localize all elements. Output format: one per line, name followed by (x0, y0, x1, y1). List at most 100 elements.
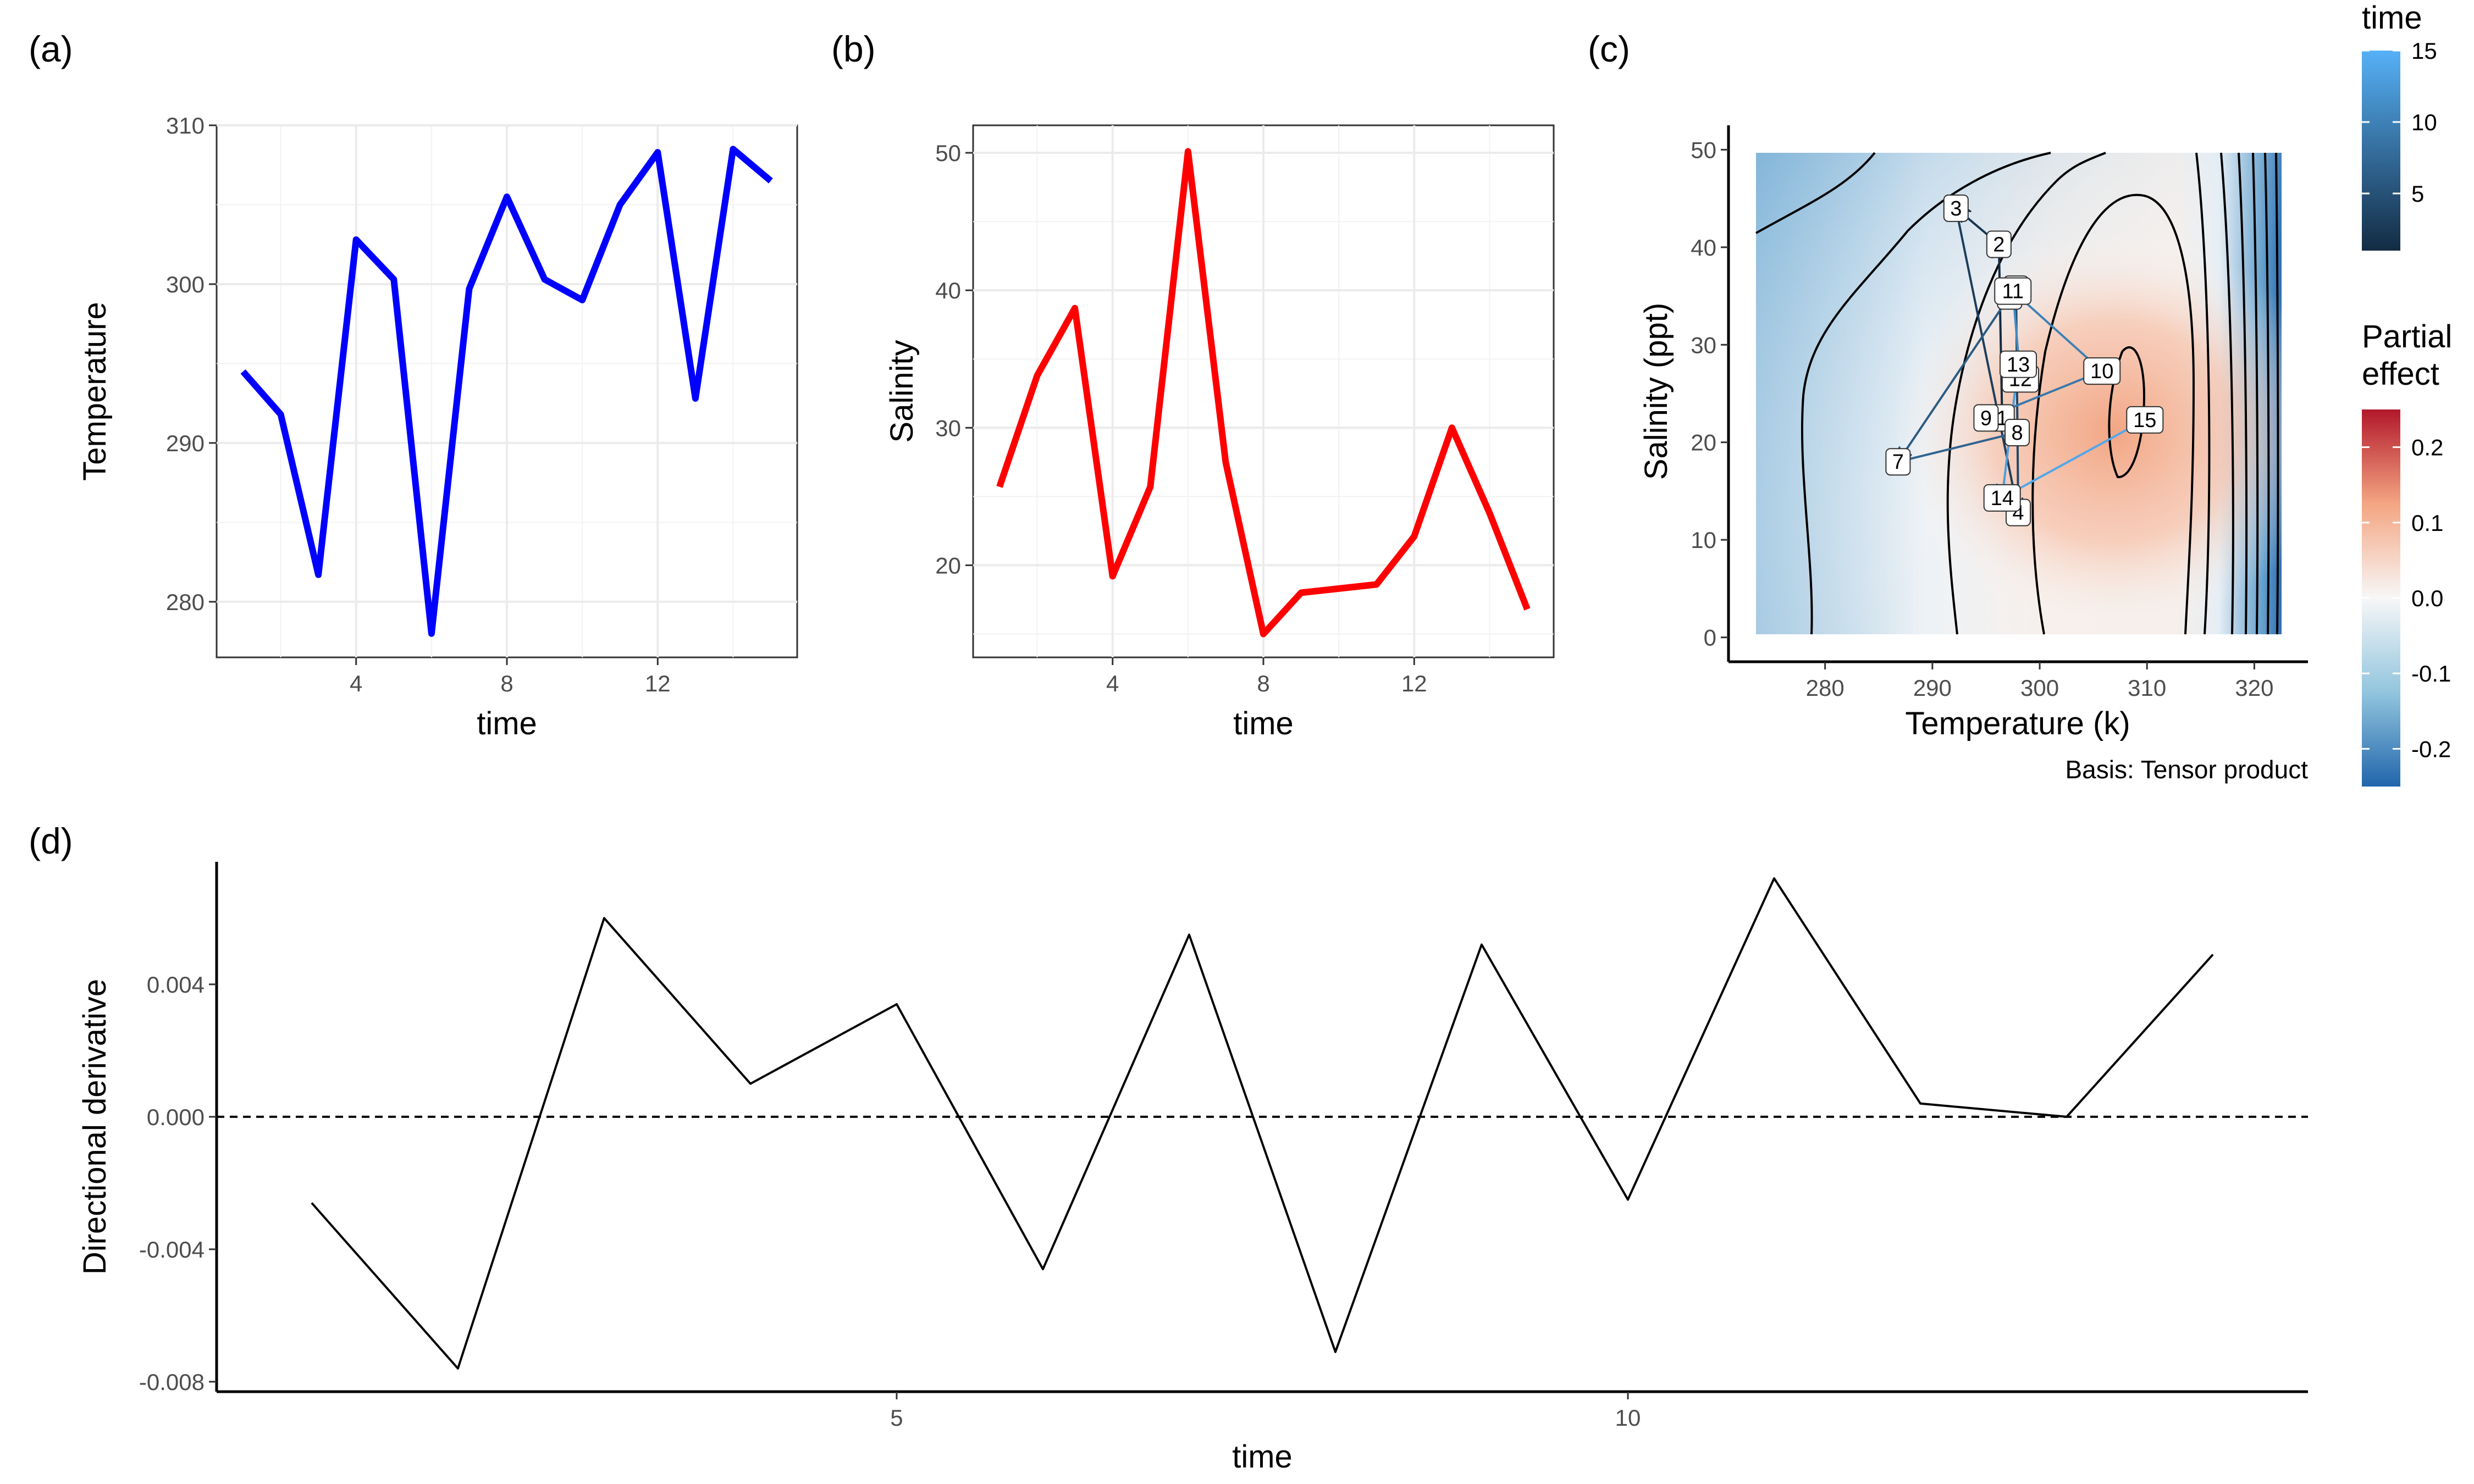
panel-a-y-title: Temperature (77, 302, 113, 481)
panel-d: 5 10 -0.008 -0.004 0.000 0.004 time Direction… (77, 862, 2308, 1475)
b-y-tick-label: 40 (935, 278, 961, 303)
b-y-tick-label: 30 (935, 415, 961, 441)
time-label-box (2000, 350, 2037, 378)
legend-time-title: time (2362, 0, 2422, 36)
b-x-tick-label: 12 (1401, 671, 1427, 696)
c-y-tick-label: 10 (1691, 527, 1716, 553)
a-x-tick-label: 8 (500, 671, 513, 696)
c-x-tick-label: 290 (1913, 675, 1952, 701)
c-x-tick-label: 300 (2020, 675, 2059, 701)
panel-d-x-title: time (1232, 1439, 1293, 1475)
panel-a-ticks: 4 8 12 280 290 300 310 (166, 113, 671, 696)
d-x-tick-label: 5 (890, 1405, 903, 1431)
panel-b-gridlines (973, 125, 1554, 657)
panel-b: 4 8 12 20 30 40 50 time Salinity (884, 124, 1555, 741)
panel-label-c: (c) (1588, 29, 1630, 69)
d-y-tick-label: -0.004 (139, 1237, 205, 1262)
effect-tick-label: 0.2 (2411, 435, 2443, 461)
legend-effect-title-line2: effect (2362, 356, 2439, 392)
panel-c: 123456789101112131415 280290300310320010… (1638, 125, 2308, 784)
time-label-box (1986, 230, 2012, 258)
panel-label-d: (d) (29, 821, 73, 861)
time-label: 10 (2090, 360, 2113, 383)
a-y-tick-label: 280 (166, 589, 205, 615)
legend-effect: Partial effect 0.2 0.1 0.0 -0.1 -0.2 (2362, 319, 2452, 787)
legend-time-ticks: 5 10 15 (2362, 38, 2437, 207)
time-label: 8 (2011, 422, 2023, 445)
panel-d-y-title: Directional derivative (77, 979, 113, 1275)
trajectory-segment (1897, 433, 2017, 463)
panel-c-x-title: Temperature (k) (1905, 706, 2130, 741)
c-x-tick-label: 320 (2235, 675, 2273, 701)
time-label-box (2126, 406, 2164, 434)
b-x-tick-label: 8 (1257, 671, 1269, 696)
effect-tick-label: -0.1 (2411, 661, 2451, 686)
a-x-tick-label: 4 (350, 671, 362, 696)
trajectory-segment (1898, 295, 2011, 462)
effect-tick-label: 0.1 (2411, 510, 2443, 536)
time-label: 14 (1991, 487, 2014, 510)
panel-label-b: (b) (831, 29, 876, 69)
time-label-box (2004, 418, 2030, 446)
b-y-tick-label: 50 (935, 140, 961, 166)
time-label: 2 (1993, 233, 2004, 256)
a-y-tick-label: 290 (166, 430, 205, 456)
panel-c-y-title: Salinity (ppt) (1638, 303, 1674, 480)
c-y-tick-label: 30 (1691, 332, 1716, 358)
panel-c-surface (1755, 152, 2282, 635)
effect-tick-label: 0.0 (2411, 585, 2443, 611)
d-x-tick-label: 10 (1615, 1405, 1641, 1431)
panel-a: 4 8 12 280 290 300 310 time Temperature (77, 113, 798, 741)
time-label-box (2083, 357, 2121, 385)
d-y-tick-label: 0.004 (147, 972, 205, 998)
panel-d-ticks: 5 10 -0.008 -0.004 0.000 0.004 (139, 972, 1641, 1431)
a-x-tick-label: 12 (645, 671, 671, 696)
d-y-tick-label: -0.008 (139, 1369, 205, 1395)
legend-effect-title-line1: Partial (2362, 319, 2452, 355)
panel-c-time-labels: 123456789101112131415 (1885, 194, 2164, 527)
time-label: 7 (1892, 451, 1904, 474)
b-x-tick-label: 4 (1106, 671, 1119, 696)
panel-b-ticks: 4 8 12 20 30 40 50 (935, 140, 1427, 696)
time-label: 15 (2133, 409, 2156, 432)
time-tick-label: 5 (2411, 181, 2424, 207)
legend-effect-ticks: 0.2 0.1 0.0 -0.1 -0.2 (2362, 435, 2451, 762)
time-label-box (1983, 484, 2021, 512)
time-label: 13 (2007, 353, 2030, 376)
panel-a-temperature-line (240, 146, 773, 637)
trajectory-segment (1954, 208, 2018, 513)
c-y-tick-label: 40 (1691, 235, 1716, 261)
panel-b-x-title: time (1233, 706, 1294, 741)
legend-time-colorbar (2362, 51, 2400, 251)
trajectory-segment (2001, 420, 2145, 499)
legend-time: time 5 10 15 (2362, 0, 2437, 251)
time-label: 11 (2002, 280, 2024, 303)
panel-c-basis-caption: Basis: Tensor product (2066, 755, 2309, 784)
panel-b-salinity-line (996, 148, 1531, 638)
time-label-box (1885, 448, 1911, 476)
time-label-box (1973, 404, 1999, 432)
time-tick-label: 15 (2411, 38, 2437, 64)
panel-d-derivative-line (311, 877, 2214, 1370)
b-y-tick-label: 20 (935, 552, 961, 578)
c-y-tick-label: 0 (1704, 625, 1716, 651)
time-label: 9 (1980, 407, 1992, 430)
c-y-tick-label: 20 (1691, 430, 1716, 456)
c-x-tick-label: 280 (1806, 675, 1845, 701)
d-y-tick-label: 0.000 (147, 1104, 205, 1130)
panel-b-y-title: Salinity (884, 340, 920, 443)
a-y-tick-label: 310 (166, 113, 205, 139)
trajectory-segment (1999, 244, 2002, 418)
time-label-box (1943, 194, 1969, 222)
time-label-box (1994, 277, 2032, 305)
effect-tick-label: -0.2 (2411, 736, 2451, 762)
c-x-tick-label: 310 (2128, 675, 2166, 701)
panel-label-a: (a) (29, 29, 73, 69)
time-label: 3 (1950, 197, 1962, 220)
panel-a-x-title: time (477, 706, 537, 741)
a-y-tick-label: 300 (166, 272, 205, 297)
c-y-tick-label: 50 (1691, 137, 1716, 163)
time-tick-label: 10 (2411, 109, 2437, 135)
